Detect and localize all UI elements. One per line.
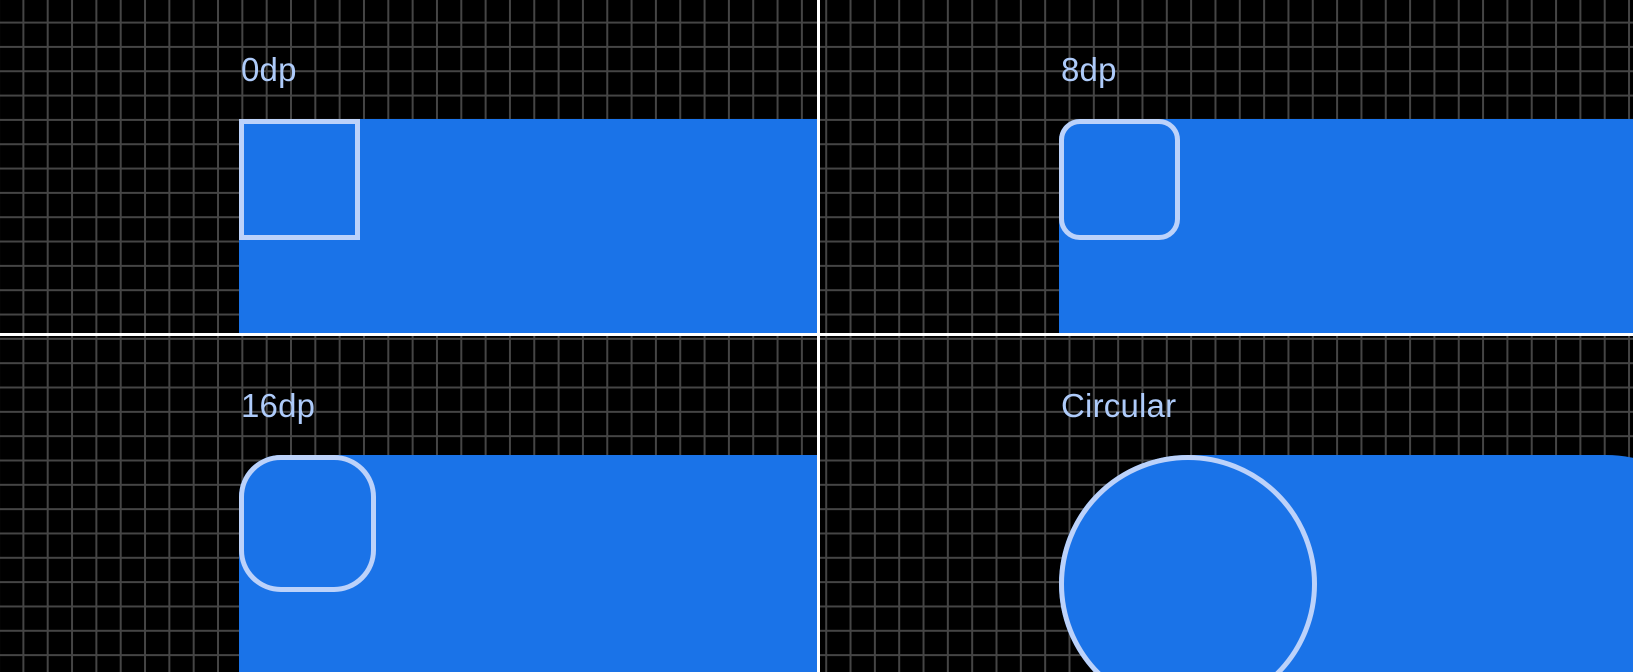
corner-shape-outline [1059,119,1180,240]
corner-label: 0dp [241,51,297,88]
corner-label: Circular [1061,387,1177,424]
tile-8dp: 8dp [820,0,1633,333]
tile-divider-horizontal [0,333,1633,336]
corner-label: 8dp [1061,51,1117,88]
corner-label: 16dp [241,387,316,424]
corner-shape-outline [239,119,360,240]
tile-16dp: 16dp [0,336,817,672]
tile-divider-vertical [817,0,820,672]
corner-shape-outline [1059,455,1317,672]
shape-surface [1059,119,1633,333]
corner-shape-outline [239,455,376,592]
tile-circular: Circular [820,336,1633,672]
tile-0dp: 0dp [0,0,817,333]
shape-surface [239,119,817,333]
